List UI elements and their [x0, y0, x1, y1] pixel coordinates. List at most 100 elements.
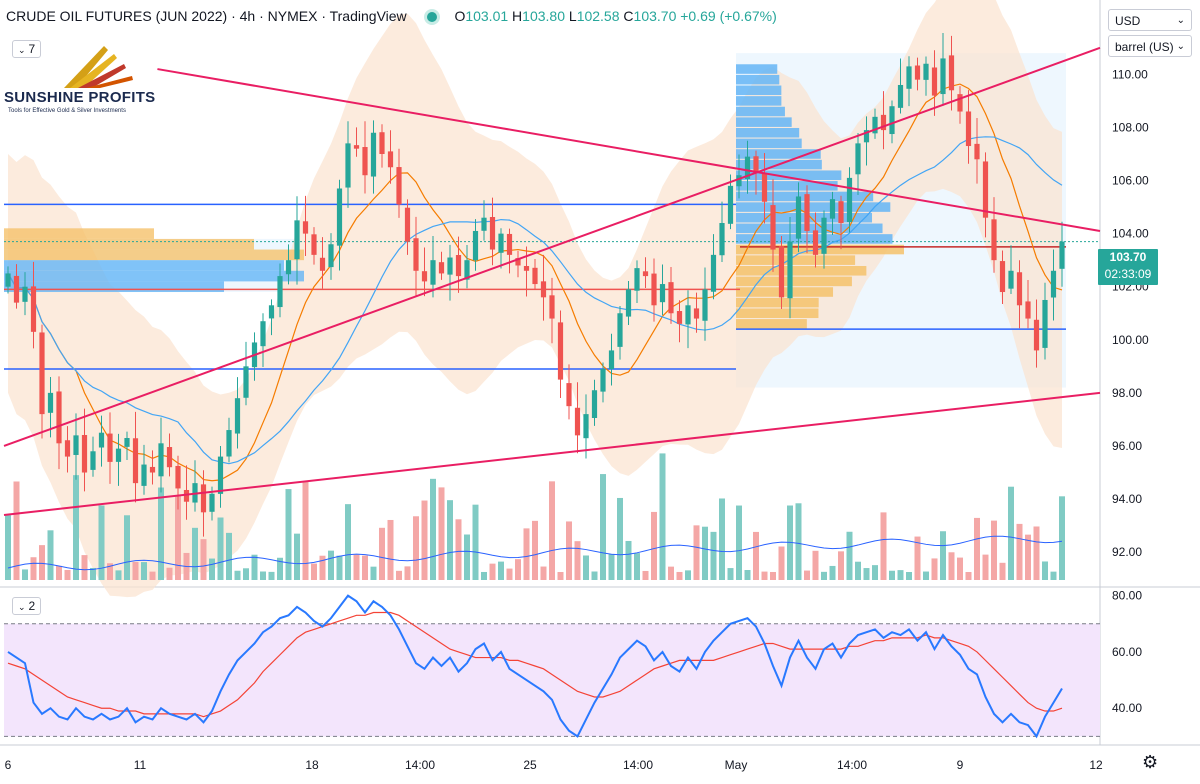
volume-bar — [940, 531, 946, 580]
logo-name: SUNSHINE PROFITS — [4, 89, 156, 106]
channel-trendline — [3, 46, 1101, 447]
candle-body — [166, 447, 173, 468]
volume-bar — [115, 570, 122, 580]
low-label: L — [568, 8, 577, 24]
candle-body — [821, 217, 827, 254]
volume-average-line — [7, 535, 1063, 571]
sunshine-profits-logo — [64, 46, 133, 88]
volume-profile-bar — [736, 266, 867, 276]
volume-bar — [991, 520, 997, 580]
volume-bar — [489, 563, 496, 580]
volume-bar — [64, 569, 71, 580]
volume-bar — [175, 495, 181, 580]
candle-body — [447, 257, 453, 275]
change-value: +0.69 (+0.67%) — [680, 8, 777, 24]
volume-profile-bar — [736, 117, 792, 127]
candle-body — [319, 257, 326, 271]
candle-body — [923, 63, 929, 80]
volume-bar — [481, 571, 487, 580]
candle-body — [404, 207, 411, 242]
volume-bar — [770, 571, 776, 580]
candle-body — [175, 465, 181, 489]
sub-indicators-toggle[interactable]: ⌄ 2 — [12, 597, 42, 615]
volume-bar — [914, 536, 921, 580]
candle-body — [744, 156, 751, 179]
main-indicators-toggle[interactable]: ⌄ 7 — [12, 40, 42, 58]
time-tick-label: 11 — [134, 758, 147, 772]
chevron-down-icon: ⌄ — [1176, 15, 1185, 26]
candle-body — [591, 390, 598, 418]
volume-bar — [294, 533, 300, 580]
volume-bar — [727, 568, 734, 580]
price-tick-label: 104.00 — [1112, 227, 1149, 241]
candle-body — [302, 221, 309, 234]
candle-body — [804, 194, 810, 231]
volume-bar — [1033, 526, 1040, 580]
symbol-title: CRUDE OIL FUTURES (JUN 2022) · 4h · NYME… — [6, 8, 407, 24]
volume-profile-bar — [4, 260, 284, 271]
candle-body — [73, 435, 79, 455]
price-tick-label: 92.00 — [1112, 545, 1142, 559]
volume-bar — [464, 534, 470, 580]
candle-body — [277, 276, 283, 308]
candle-body — [1008, 270, 1014, 289]
volume-bar — [557, 571, 564, 580]
candle-body — [931, 67, 938, 96]
time-tick-label: 25 — [523, 758, 537, 772]
candle-body — [957, 94, 963, 112]
candle-body — [81, 434, 88, 473]
volume-bar — [829, 565, 836, 580]
volume-bar — [889, 570, 895, 580]
volume-bar — [702, 526, 708, 580]
close-label: C — [623, 8, 634, 24]
candle-body — [98, 432, 105, 448]
volume-profile-bar — [4, 281, 224, 293]
candle-body — [1042, 299, 1048, 348]
gear-icon[interactable]: ⚙ — [1142, 752, 1159, 772]
volume-bar — [855, 561, 861, 580]
volume-bar — [583, 555, 589, 580]
volume-bar — [574, 541, 581, 580]
volume-profile-bar — [736, 85, 782, 96]
volume-bar — [277, 557, 283, 580]
candle-body — [260, 321, 266, 347]
candle-body — [481, 217, 487, 231]
chevron-down-icon: ⌄ — [1176, 41, 1185, 52]
candle-body — [583, 414, 589, 439]
volume-bar — [226, 532, 232, 580]
volume-bar — [1059, 496, 1065, 580]
volume-bar — [98, 505, 105, 580]
volume-bar — [158, 487, 164, 580]
volume-bar — [744, 570, 751, 580]
volume-profile-bar — [736, 96, 782, 106]
candle-body — [1016, 272, 1023, 306]
volume-bar — [999, 562, 1006, 580]
currency-select[interactable]: USD ⌄ — [1108, 9, 1192, 31]
unit-select[interactable]: barrel (US) ⌄ — [1108, 35, 1192, 57]
volume-bar — [659, 453, 666, 580]
candle-body — [362, 147, 368, 176]
volume-bar — [923, 571, 929, 580]
candle-body — [1025, 301, 1031, 319]
volume-bar — [974, 517, 980, 580]
candle-body — [413, 238, 419, 271]
volume-bar — [132, 561, 139, 580]
candle-body — [685, 305, 691, 325]
candle-body — [634, 268, 640, 291]
volume-bar — [906, 572, 912, 580]
candle-body — [549, 295, 555, 319]
candle-body — [557, 322, 564, 380]
volume-profile-bar — [736, 170, 842, 181]
volume-bar — [13, 481, 20, 580]
volume-bar — [217, 517, 224, 580]
volume-bar — [1050, 571, 1057, 580]
volume-bar — [285, 489, 292, 580]
candle-body — [897, 84, 904, 108]
volume-bar — [1025, 534, 1031, 580]
candle-body — [39, 332, 45, 415]
candle-body — [795, 196, 802, 239]
volume-bar — [90, 567, 96, 580]
volume-bar — [251, 554, 258, 580]
last-price-value: 103.70 — [1109, 250, 1147, 264]
